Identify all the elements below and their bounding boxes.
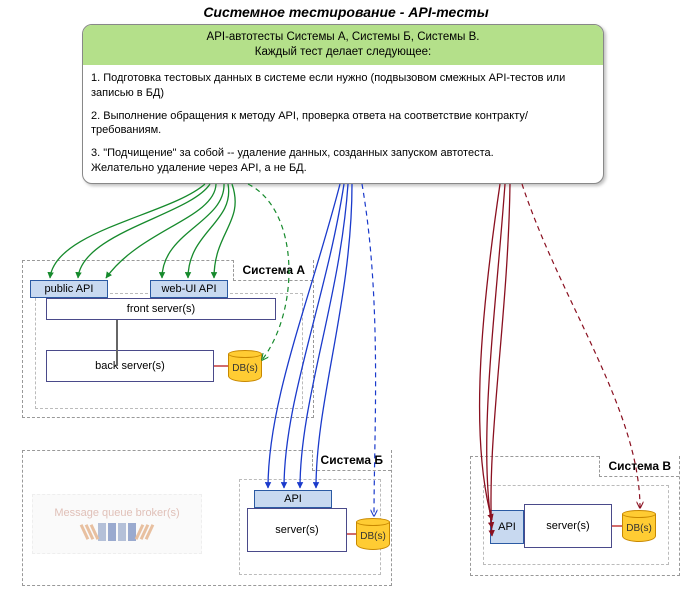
conn-front-back: [116, 320, 118, 366]
main-box-header: API-автотесты Системы А, Системы Б, Сист…: [83, 25, 603, 65]
system-b-title: Система Б: [312, 450, 391, 471]
system-b-api: API: [254, 490, 332, 508]
step-1: 1. Подготовка тестовых данных в системе …: [91, 71, 595, 101]
system-a-public-api: public API: [30, 280, 108, 298]
step-2: 2. Выполнение обращения к методу API, пр…: [91, 109, 595, 139]
system-b-db: DB(s): [356, 518, 390, 550]
main-header-line2: Каждый тест делает следующее:: [255, 46, 431, 58]
mq-ghost-icon: [83, 523, 151, 541]
system-c-title: Система В: [599, 456, 679, 477]
system-a-back-server: back server(s): [46, 350, 214, 382]
system-b-mq-ghost: Message queue broker(s): [32, 494, 202, 554]
step-3: 3. "Подчищение" за собой -- удаление дан…: [91, 146, 595, 176]
mq-ghost-label: Message queue broker(s): [54, 507, 179, 519]
system-b-server: server(s): [247, 508, 347, 552]
system-c-db: DB(s): [622, 510, 656, 542]
main-description-box: API-автотесты Системы А, Системы Б, Сист…: [82, 24, 604, 184]
system-a-front-server: front server(s): [46, 298, 276, 320]
main-box-body: 1. Подготовка тестовых данных в системе …: [83, 65, 603, 184]
system-a-db: DB(s): [228, 350, 262, 382]
system-b-db-label: DB(s): [356, 531, 390, 542]
system-a-title: Система А: [233, 260, 313, 281]
arrow-blue-4: [316, 184, 352, 488]
system-c-server: server(s): [524, 504, 612, 548]
system-c-api: API: [490, 510, 524, 544]
page-title: Системное тестирование - API-тесты: [0, 4, 692, 20]
system-c-db-label: DB(s): [622, 523, 656, 534]
system-a-db-label: DB(s): [228, 363, 262, 374]
system-a-webui-api: web-UI API: [150, 280, 228, 298]
main-header-line1: API-автотесты Системы А, Системы Б, Сист…: [207, 31, 480, 43]
